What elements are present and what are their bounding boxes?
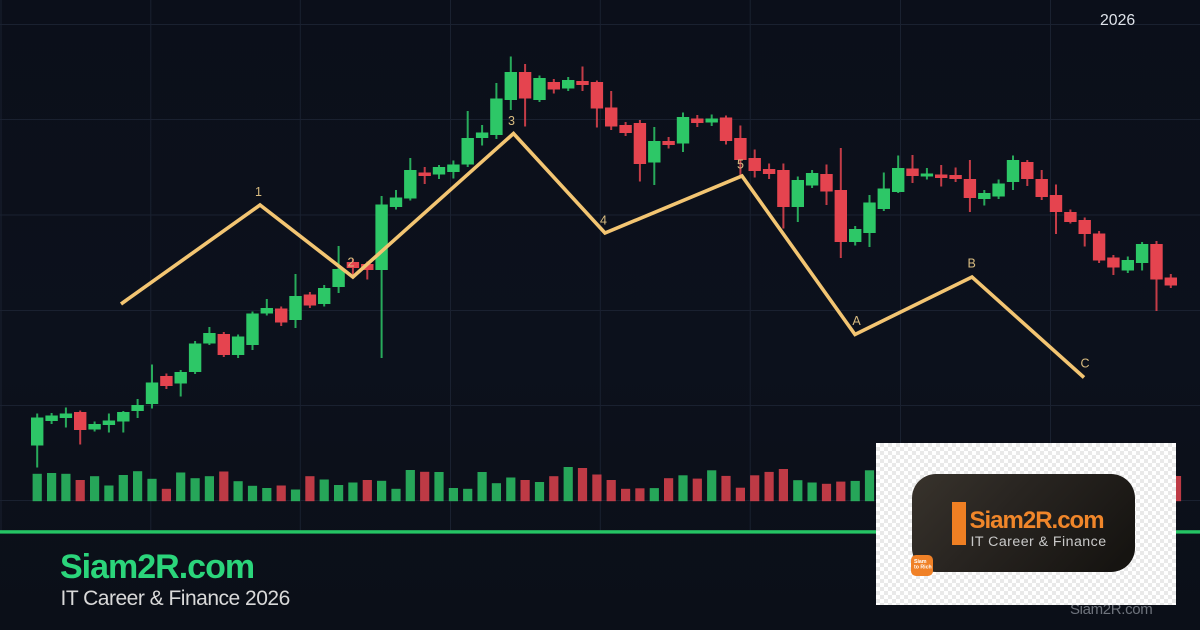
svg-text:5: 5 <box>737 158 744 172</box>
svg-text:C: C <box>1080 357 1089 371</box>
svg-text:4: 4 <box>600 214 607 228</box>
svg-text:2: 2 <box>348 256 355 270</box>
svg-text:1: 1 <box>255 185 262 199</box>
svg-text:A: A <box>852 314 861 328</box>
svg-text:B: B <box>968 257 976 271</box>
svg-text:3: 3 <box>508 114 515 128</box>
